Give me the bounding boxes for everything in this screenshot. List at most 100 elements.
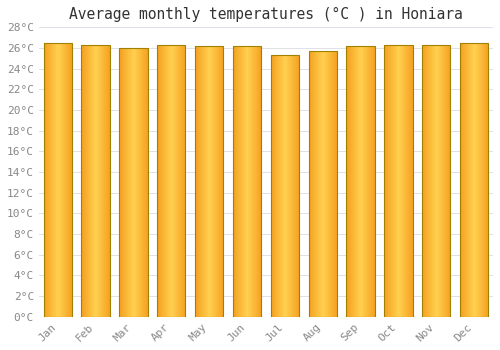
Bar xyxy=(424,45,425,317)
Bar xyxy=(120,48,122,317)
Bar xyxy=(470,43,472,317)
Bar xyxy=(255,46,256,317)
Bar xyxy=(144,48,145,317)
Bar xyxy=(127,48,128,317)
Bar xyxy=(195,46,196,317)
Bar xyxy=(477,43,478,317)
Bar xyxy=(332,51,334,317)
Bar xyxy=(94,45,95,317)
Bar xyxy=(178,45,179,317)
Bar xyxy=(356,46,357,317)
Bar xyxy=(97,45,98,317)
Bar xyxy=(370,46,372,317)
Bar xyxy=(128,48,129,317)
Bar xyxy=(135,48,136,317)
Bar xyxy=(430,45,432,317)
Bar xyxy=(68,43,69,317)
Bar xyxy=(250,46,252,317)
Bar xyxy=(369,46,370,317)
Bar xyxy=(312,51,313,317)
Bar xyxy=(327,51,328,317)
Bar xyxy=(198,46,200,317)
Bar xyxy=(108,45,109,317)
Bar xyxy=(196,46,197,317)
Bar xyxy=(67,43,68,317)
Bar xyxy=(141,48,142,317)
Bar xyxy=(50,43,51,317)
Bar xyxy=(357,46,358,317)
Bar xyxy=(355,46,356,317)
Bar xyxy=(328,51,329,317)
Bar xyxy=(88,45,89,317)
Bar xyxy=(460,43,462,317)
Bar xyxy=(336,51,337,317)
Bar xyxy=(322,51,324,317)
Bar xyxy=(252,46,254,317)
Bar xyxy=(372,46,374,317)
Bar xyxy=(278,55,279,317)
Bar xyxy=(172,45,174,317)
Bar xyxy=(346,46,347,317)
Bar xyxy=(83,45,84,317)
Bar xyxy=(218,46,219,317)
Bar xyxy=(214,46,215,317)
Bar xyxy=(485,43,486,317)
Bar xyxy=(277,55,278,317)
Bar xyxy=(449,45,450,317)
Bar xyxy=(180,45,182,317)
Bar xyxy=(233,46,234,317)
Bar xyxy=(275,55,276,317)
Bar xyxy=(448,45,449,317)
Bar xyxy=(386,45,387,317)
Bar xyxy=(105,45,106,317)
Bar xyxy=(289,55,290,317)
Bar xyxy=(330,51,332,317)
Bar xyxy=(236,46,237,317)
Bar xyxy=(466,43,467,317)
Bar xyxy=(308,51,337,317)
Bar xyxy=(440,45,442,317)
Bar xyxy=(384,45,385,317)
Bar xyxy=(326,51,327,317)
Bar xyxy=(257,46,258,317)
Bar xyxy=(172,45,173,317)
Bar xyxy=(238,46,239,317)
Bar xyxy=(138,48,139,317)
Bar xyxy=(98,45,99,317)
Bar xyxy=(96,45,97,317)
Bar xyxy=(437,45,438,317)
Bar xyxy=(106,45,107,317)
Bar xyxy=(239,46,240,317)
Bar xyxy=(392,45,394,317)
Bar xyxy=(44,43,72,317)
Bar xyxy=(122,48,123,317)
Bar xyxy=(364,46,365,317)
Bar xyxy=(82,45,83,317)
Bar xyxy=(64,43,65,317)
Bar xyxy=(234,46,235,317)
Bar xyxy=(411,45,412,317)
Bar xyxy=(465,43,466,317)
Bar xyxy=(130,48,132,317)
Bar xyxy=(348,46,349,317)
Bar xyxy=(216,46,217,317)
Bar xyxy=(481,43,482,317)
Bar xyxy=(486,43,487,317)
Bar xyxy=(313,51,314,317)
Bar xyxy=(365,46,366,317)
Bar xyxy=(170,45,172,317)
Bar xyxy=(48,43,50,317)
Bar xyxy=(59,43,60,317)
Bar xyxy=(204,46,205,317)
Bar xyxy=(102,45,104,317)
Bar xyxy=(444,45,445,317)
Bar xyxy=(329,51,330,317)
Bar xyxy=(428,45,429,317)
Bar xyxy=(388,45,389,317)
Bar xyxy=(460,43,488,317)
Bar xyxy=(435,45,436,317)
Bar xyxy=(90,45,92,317)
Bar xyxy=(270,55,272,317)
Bar xyxy=(166,45,167,317)
Bar xyxy=(368,46,369,317)
